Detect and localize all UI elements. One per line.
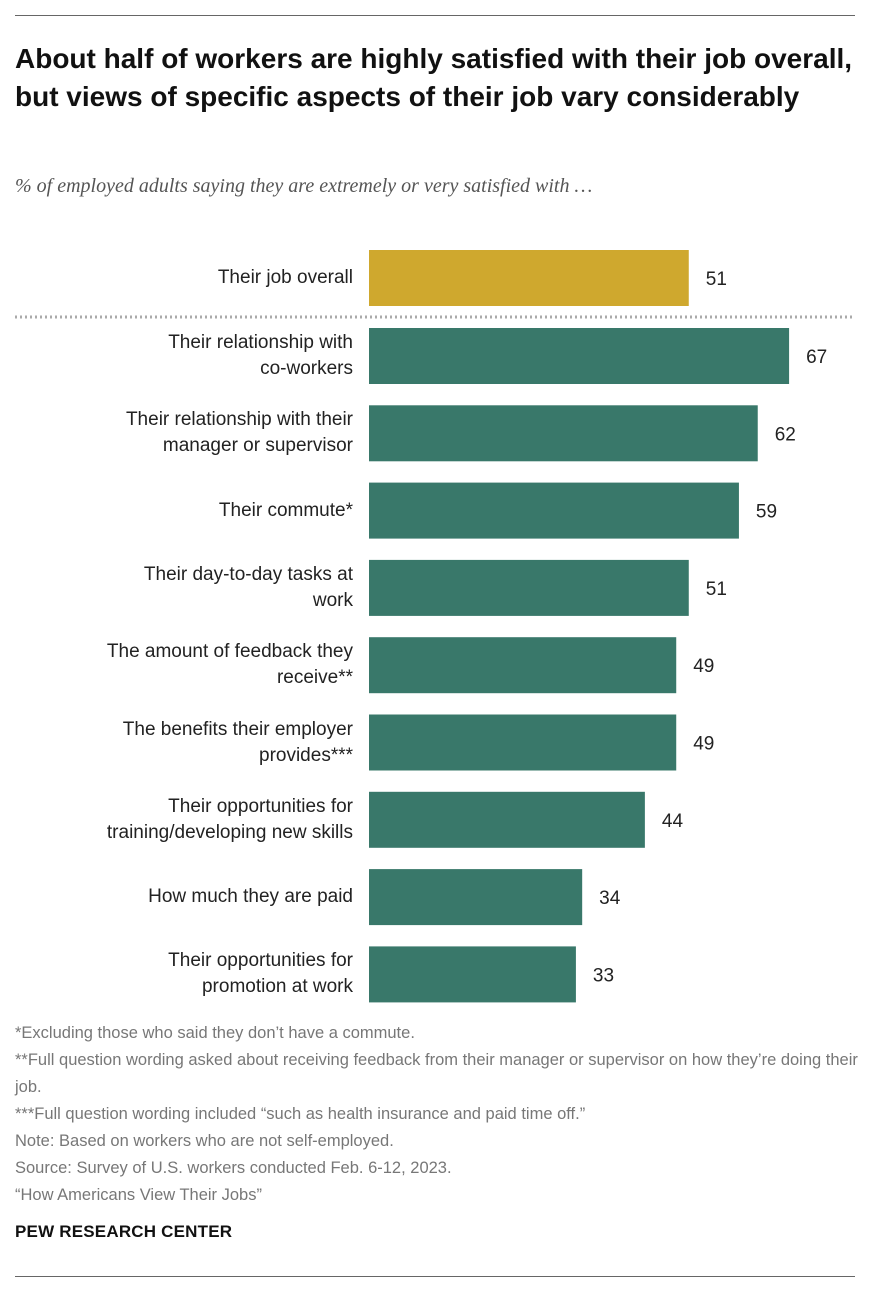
footnote-4: Source: Survey of U.S. workers conducted… xyxy=(15,1159,452,1177)
category-label-1: Their relationship with co-workers xyxy=(168,332,353,379)
value-label-6: 49 xyxy=(693,734,714,755)
value-label-0: 51 xyxy=(706,269,727,290)
bar-3 xyxy=(369,482,739,539)
bar-5 xyxy=(369,637,677,694)
category-label-9: Their opportunities for promotion at work xyxy=(168,950,353,998)
bar-7 xyxy=(369,791,645,848)
category-label-4: Their day-to-day tasks at work xyxy=(143,563,353,611)
bar-chart: 51 67 62 59 51 49 49 44 34 33 xyxy=(15,250,852,1003)
category-label-3: Their commute* xyxy=(218,499,353,521)
footnote-1: **Full question wording asked about rece… xyxy=(15,1051,858,1096)
footnote-2: ***Full question wording included “such … xyxy=(15,1105,586,1123)
bottom-rule xyxy=(15,1276,855,1277)
bar-0 xyxy=(369,250,689,306)
bar-6 xyxy=(369,714,677,771)
category-label-5: The amount of feedback they receive** xyxy=(106,641,353,689)
value-label-3: 59 xyxy=(756,502,777,523)
bar-4 xyxy=(369,559,689,616)
bar-9 xyxy=(369,946,576,1003)
brand-logo-text: PEW RESEARCH CENTER xyxy=(15,1222,233,1241)
category-label-6: The benefits their employer provides*** xyxy=(122,718,353,766)
footnote-5: “How Americans View Their Jobs” xyxy=(15,1186,262,1204)
value-label-8: 34 xyxy=(599,888,621,909)
value-label-4: 51 xyxy=(706,579,727,600)
chart-title: About half of workers are highly satisfi… xyxy=(15,43,853,112)
top-rule xyxy=(15,15,855,16)
value-label-5: 49 xyxy=(693,656,714,677)
value-label-1: 67 xyxy=(806,347,827,368)
category-label-2: Their relationship with their manager or … xyxy=(125,409,353,457)
category-label-0: Their job overall xyxy=(217,267,353,288)
bar-2 xyxy=(369,405,758,462)
bar-8 xyxy=(369,869,583,926)
category-label-7: Their opportunities for training/developi… xyxy=(106,795,353,843)
value-label-7: 44 xyxy=(662,811,684,832)
category-label-8: How much they are paid xyxy=(148,886,353,908)
value-label-9: 33 xyxy=(593,965,614,986)
footnote-3: Note: Based on workers who are not self-… xyxy=(15,1132,394,1150)
footnote-0: *Excluding those who said they don’t hav… xyxy=(15,1024,415,1042)
bar-1 xyxy=(369,328,790,384)
chart-subtitle: % of employed adults saying they are ext… xyxy=(15,175,593,197)
value-label-2: 62 xyxy=(775,424,796,445)
footnotes: *Excluding those who said they don’t hav… xyxy=(15,1020,865,1209)
